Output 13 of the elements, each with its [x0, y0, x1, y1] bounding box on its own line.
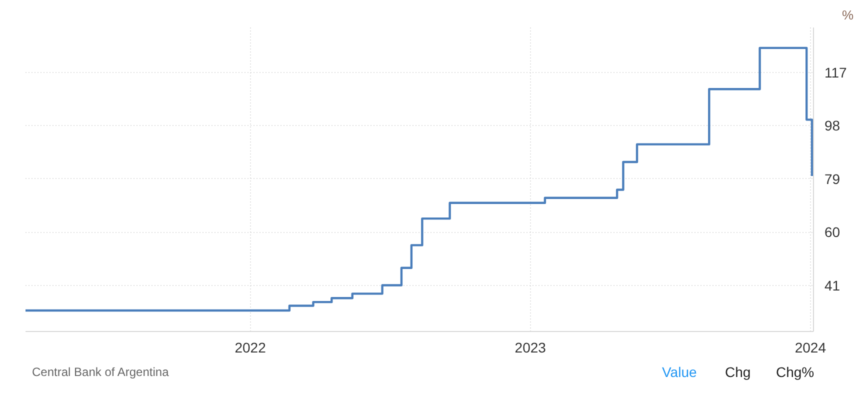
y-axis-title: % [842, 8, 854, 22]
y-tick-label: 60 [824, 224, 840, 240]
x-tick-label: 2023 [514, 340, 546, 356]
text: Value [662, 363, 697, 382]
text: Central Bank of Argentina [32, 364, 169, 381]
text: Chg% [776, 363, 814, 382]
x-tick-label: 2024 [794, 340, 826, 356]
y-tick-label: 98 [824, 118, 840, 134]
x-tick-label: 2022 [234, 340, 266, 356]
y-tick-label: 117 [824, 64, 848, 80]
y-tick-label: 79 [824, 170, 840, 187]
text: Chg [725, 363, 751, 382]
y-tick-label: 41 [824, 277, 840, 294]
